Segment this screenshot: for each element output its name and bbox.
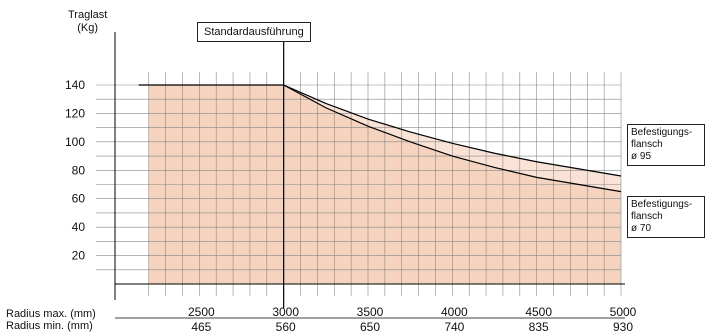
y-tick-label: 80 (72, 163, 86, 177)
x-tick-label-max: 3500 (357, 305, 384, 319)
x-axis-label-max: Radius max. (mm) (6, 308, 96, 320)
x-tick-label-min: 835 (529, 320, 549, 334)
x-tick-label-min: 650 (360, 320, 380, 334)
y-tick-label: 60 (72, 192, 86, 206)
x-tick-label-min: 560 (276, 320, 296, 334)
x-tick-label-min: 465 (191, 320, 211, 334)
y-axis-label-line-2: (Kg) (77, 22, 99, 34)
legend-flange-95-line-3: ø 95 (631, 151, 652, 162)
y-axis-label-line-1: Traglast (68, 9, 108, 21)
legend-flange-70-line-1: Befestigungs- (631, 199, 693, 210)
legend-flange-95: Befestigungs- flansch ø 95 (627, 124, 705, 166)
y-tick-labels: 20 40 60 80 100 120 140 (65, 78, 85, 263)
legend-flange-70-line-3: ø 70 (631, 223, 652, 234)
standard-annotation: Standardausführung (197, 22, 311, 42)
x-tick-label-min: 740 (444, 320, 464, 334)
x-tick-label-max: 2500 (188, 305, 215, 319)
x-tick-label-min: 930 (613, 320, 633, 334)
series-line-flange-95 (283, 84, 622, 177)
x-axis-label-min: Radius min. (mm) (6, 320, 93, 332)
y-tick-label: 20 (72, 249, 86, 263)
x-tick-label-max: 5000 (610, 305, 637, 319)
x-tick-label-max: 4500 (525, 305, 552, 319)
x-tick-label-max: 3000 (272, 305, 299, 319)
y-tick-label: 120 (65, 106, 85, 120)
legend-flange-95-line-1: Befestigungs- (631, 127, 693, 138)
y-tick-label: 40 (72, 220, 86, 234)
legend-flange-70-line-2: flansch (631, 211, 663, 222)
grid (96, 72, 622, 296)
series-line-flange-70 (283, 84, 622, 193)
legend-flange-70: Befestigungs- flansch ø 70 (627, 196, 705, 238)
x-tick-label-max: 4000 (441, 305, 468, 319)
legend-flange-95-line-2: flansch (631, 139, 663, 150)
axes (114, 32, 625, 319)
y-axis-label: Traglast (Kg) (68, 9, 107, 35)
y-tick-label: 140 (65, 78, 85, 92)
series-lines (138, 84, 622, 193)
y-tick-label: 100 (65, 135, 85, 149)
